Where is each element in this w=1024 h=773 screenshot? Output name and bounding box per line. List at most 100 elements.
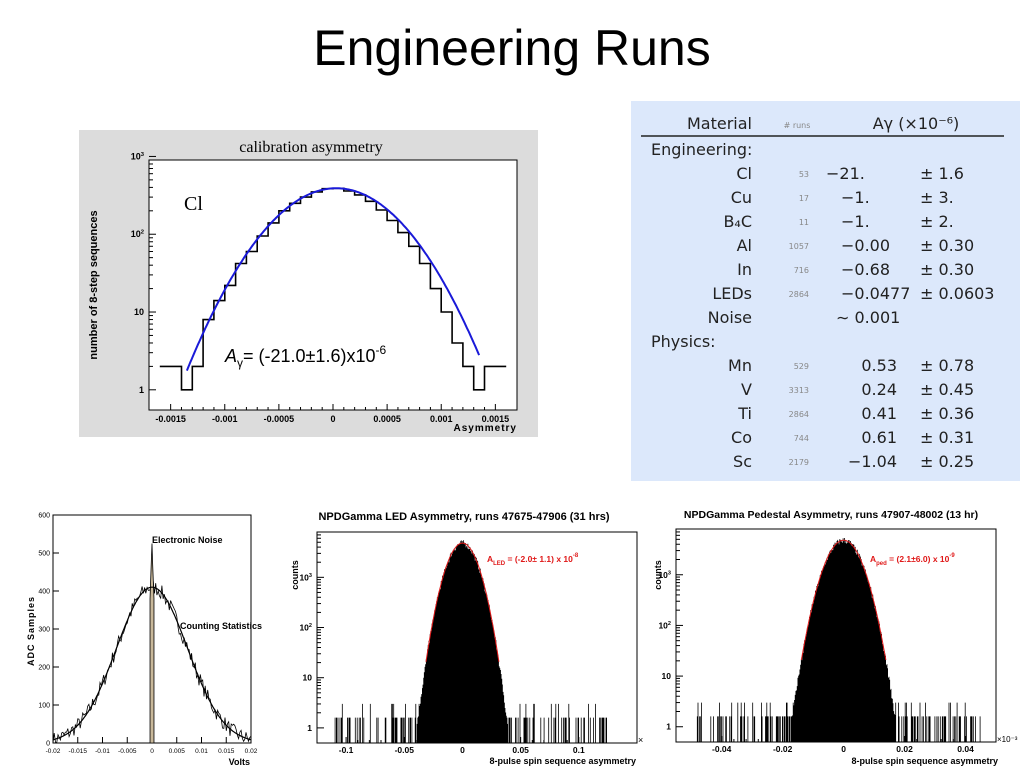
table-row: Sc 2179 −1.04 ± 0.25 — [733, 452, 974, 471]
table-cell-material: Mn — [728, 356, 752, 375]
x-tick-label: -0.02 — [773, 744, 793, 754]
led-title: NPDGamma LED Asymmetry, runs 47675-47906… — [318, 511, 609, 523]
slide-title: Engineering Runs — [313, 20, 711, 76]
table-row: Ti 2864 0.41 ± 0.36 — [737, 404, 974, 423]
cal-formula-base: A — [224, 346, 237, 366]
table-cell-runs: 3313 — [789, 386, 809, 395]
table-cell-runs: 716 — [794, 266, 809, 275]
cal-annotation: Cl — [184, 193, 203, 215]
pedestal-formula-sub: ped — [876, 561, 887, 567]
table-cell-value: ∼ 0.001 — [836, 308, 900, 327]
led-formula-sub: LED — [493, 561, 506, 567]
table-cell-value: −0.00 — [841, 236, 890, 255]
x-tick-label: 0.005 — [169, 748, 186, 755]
y-tick-label: 600 — [38, 513, 50, 520]
table-header-runs: # runs — [784, 121, 811, 130]
led-formula-body: = (-2.0± 1.1) x 10 — [505, 554, 573, 564]
cal-ylabel: number of 8-step sequences — [88, 210, 100, 359]
x-tick-label: 0.015 — [218, 748, 235, 755]
table-cell-runs: 1057 — [789, 242, 809, 251]
table-cell-material: Co — [731, 428, 752, 447]
noise-electronic-spike — [149, 543, 155, 744]
table-cell-value: −0.0477 — [841, 284, 910, 303]
x-tick-label: -0.0005 — [264, 414, 295, 424]
y-tick-label: 103 — [299, 572, 312, 582]
table-cell-material: Cu — [731, 188, 752, 207]
pedestal-histogram — [696, 538, 981, 742]
x-tick-label: 0.0015 — [482, 414, 510, 424]
led-formula: ALED = (-2.0± 1.1) x 10-8 — [487, 553, 579, 567]
table-cell-material: V — [741, 380, 752, 399]
table-cell-value: 0.41 — [861, 404, 897, 423]
table-row: Cl 53 −21. ± 1.6 — [736, 164, 964, 183]
table-cell-value: 0.24 — [861, 380, 897, 399]
led-chart: NPDGamma LED Asymmetry, runs 47675-47906… — [290, 511, 643, 766]
pedestal-title: NPDGamma Pedestal Asymmetry, runs 47907-… — [684, 509, 978, 521]
calibration-panel: calibration asymmetry Cl Aγ= (-21.0±1.6)… — [79, 130, 538, 437]
pedestal-formula-sup: -9 — [949, 553, 955, 559]
x-tick-label: 0.04 — [957, 744, 974, 754]
x-tick-label: 0.01 — [195, 748, 208, 755]
calibration-chart: calibration asymmetry Cl Aγ= (-21.0±1.6)… — [88, 139, 518, 434]
noise-chart: Electronic Noise Counting Statistics Vol… — [26, 513, 262, 768]
x-tick-label: 0.02 — [245, 748, 258, 755]
table-cell-runs: 2864 — [789, 410, 809, 419]
noise-annotation-counting: Counting Statistics — [180, 621, 262, 631]
table-cell-material: B₄C — [723, 212, 752, 231]
table-row: Co 744 0.61 ± 0.31 — [731, 428, 974, 447]
y-tick-label: 10 — [303, 673, 313, 683]
table-cell-error: ± 0.25 — [920, 452, 974, 471]
y-tick-label: 10 — [662, 671, 672, 681]
led-formula-base: A — [487, 554, 493, 564]
table-cell-runs: 17 — [799, 194, 809, 203]
x-tick-label: -0.02 — [46, 748, 61, 755]
cal-formula-body: = (-21.0±1.6)x10 — [243, 346, 375, 366]
y-tick-label: 1 — [307, 723, 312, 733]
y-tick-label: 100 — [38, 703, 50, 710]
led-panel: NPDGamma LED Asymmetry, runs 47675-47906… — [282, 503, 650, 768]
table-cell-material: Sc — [733, 452, 752, 471]
table-cell-value: −21. — [826, 164, 865, 183]
cal-xlabel: Asymmetry — [454, 423, 517, 434]
x-tick-label: 0.001 — [430, 414, 453, 424]
led-histogram — [334, 540, 607, 743]
x-tick-label: 0.05 — [512, 745, 529, 755]
x-tick-label: -0.01 — [95, 748, 110, 755]
y-tick-label: 1 — [139, 385, 144, 395]
table-cell-error: ± 0.45 — [920, 380, 974, 399]
x-tick-label: -0.05 — [395, 745, 415, 755]
y-tick-label: 1 — [666, 722, 671, 732]
pedestal-fit-curve — [800, 539, 887, 661]
x-tick-label: -0.015 — [69, 748, 88, 755]
pedestal-xlabel: 8-pulse spin sequence asymmetry — [851, 756, 998, 766]
noise-ylabel: ADC Samples — [26, 596, 36, 666]
x-tick-label: 0 — [841, 744, 846, 754]
table-cell-material: LEDs — [712, 284, 752, 303]
y-tick-label: 500 — [38, 551, 50, 558]
cal-formula: Aγ= (-21.0±1.6)x10-6 — [224, 343, 386, 370]
table-row: Noise ∼ 0.001 — [708, 308, 901, 327]
x-tick-label: 0 — [150, 748, 154, 755]
noise-counting-fit — [52, 586, 252, 741]
pedestal-formula: Aped = (2.1±6.0) x 10-9 — [870, 553, 955, 567]
table-row: Mn 529 0.53 ± 0.78 — [728, 356, 974, 375]
cal-plot-area — [148, 159, 518, 411]
y-tick-label: 103 — [131, 151, 145, 161]
table-cell-runs: 2179 — [789, 458, 809, 467]
x-tick-label: -0.005 — [118, 748, 137, 755]
pedestal-ylabel: counts — [653, 560, 663, 590]
table-cell-value: −1. — [841, 188, 870, 207]
table-cell-runs: 53 — [799, 170, 809, 179]
table-cell-error: ± 0.31 — [920, 428, 974, 447]
table-cell-runs: 529 — [794, 362, 809, 371]
noise-annotation-electronic: Electronic Noise — [152, 535, 223, 545]
led-x-unit: × — [638, 735, 643, 745]
table-section-physics: Physics: — [651, 332, 716, 351]
table-cell-material: Noise — [708, 308, 752, 327]
led-formula-sup: -8 — [573, 553, 579, 559]
table-cell-value: −0.68 — [841, 260, 890, 279]
table-cell-value: −1.04 — [848, 452, 897, 471]
led-xlabel: 8-pulse spin sequence asymmetry — [489, 756, 636, 766]
table-cell-error: ± 0.30 — [920, 236, 974, 255]
table-cell-material: Cl — [736, 164, 752, 183]
